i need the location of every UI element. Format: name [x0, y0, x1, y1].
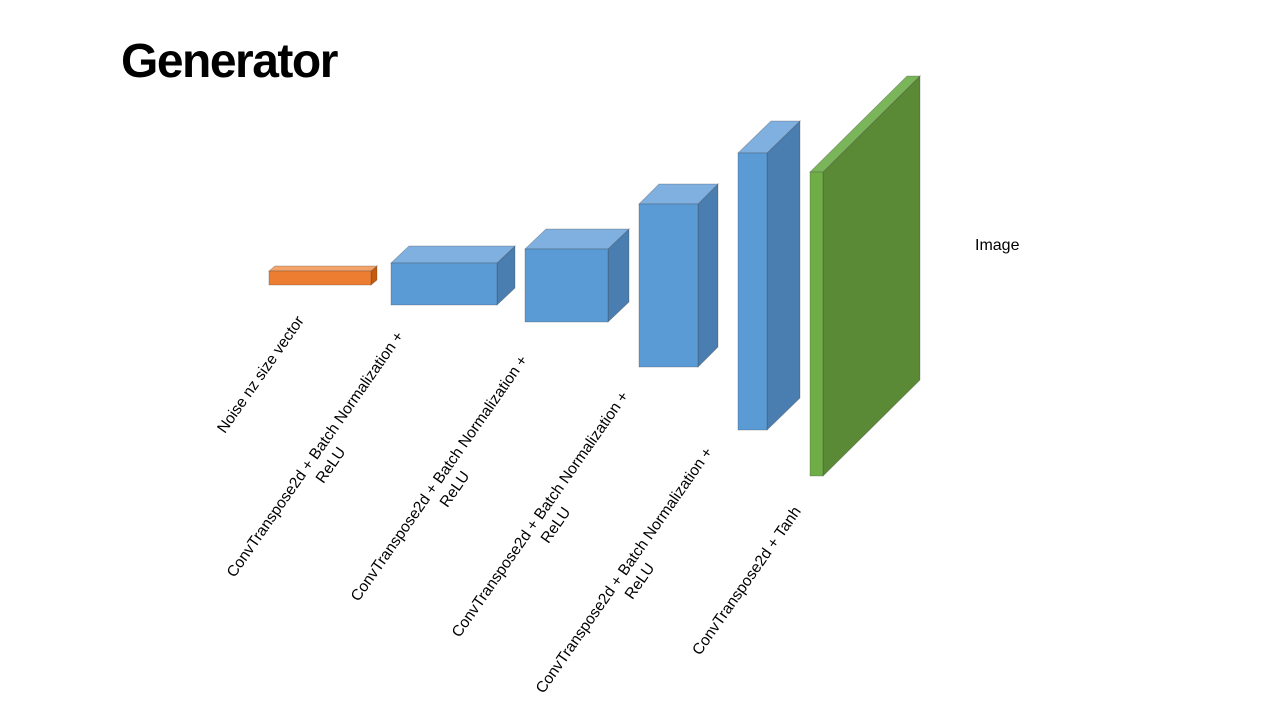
output-front-face: [809, 171, 824, 477]
output-block: [809, 75, 921, 477]
layer-3-block: [638, 183, 719, 368]
layer-1-block: [389, 245, 517, 306]
noise-top-face: [267, 265, 379, 272]
layer-4-block: [737, 120, 801, 431]
layer-1-top-face: [389, 245, 517, 264]
page-title: Generator: [121, 35, 338, 88]
output-side-face: [822, 75, 921, 477]
noise-front-face: [268, 270, 372, 286]
layer-3-front-face: [638, 203, 699, 368]
layer-1-front-face: [390, 262, 498, 306]
layer-2-block: [524, 228, 630, 323]
output-image-label: Image: [975, 237, 1020, 254]
noise-block: [267, 265, 379, 286]
layer-2-front-face: [524, 248, 609, 323]
layer-4-side-face: [766, 120, 801, 431]
layer-4-front-face: [737, 152, 768, 431]
layer-3-side-face: [697, 183, 719, 368]
